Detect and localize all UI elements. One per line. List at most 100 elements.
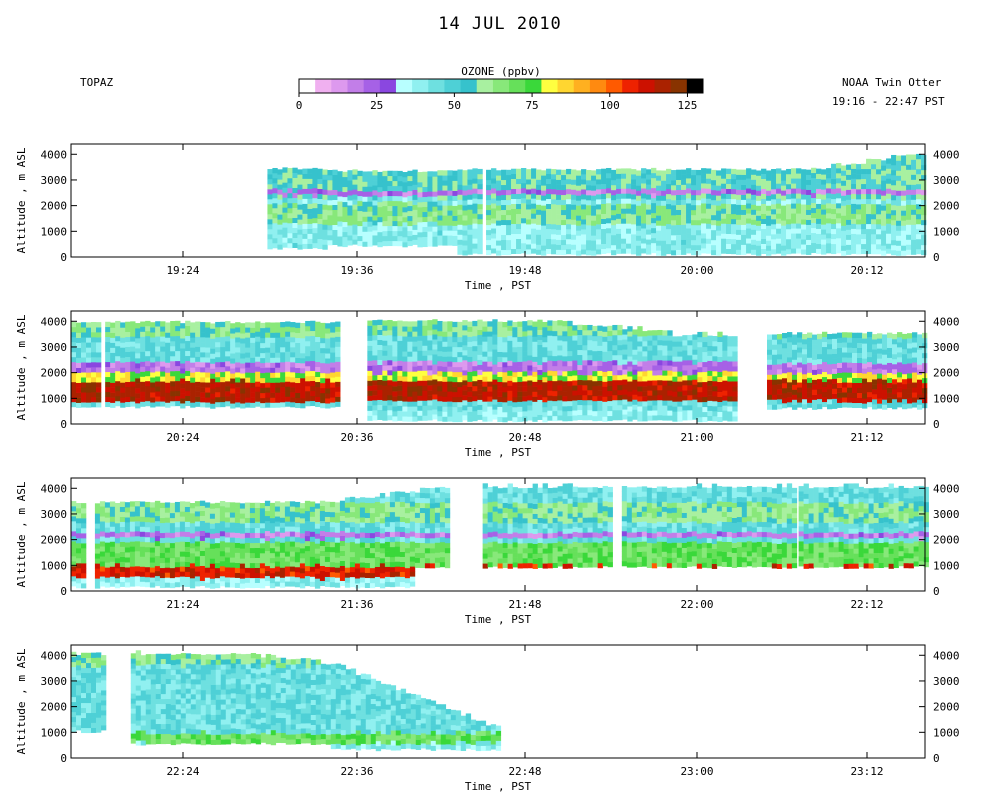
ozone-cell: [552, 396, 557, 401]
ozone-cell: [497, 362, 502, 367]
ozone-cell: [457, 417, 462, 422]
ozone-cell: [702, 357, 707, 362]
ozone-cell: [472, 168, 477, 173]
ozone-cell: [821, 224, 826, 229]
ozone-cell: [581, 249, 586, 254]
ozone-cell: [852, 358, 857, 363]
ozone-cell: [547, 390, 552, 395]
ozone-cell: [392, 331, 397, 336]
ozone-cell: [130, 341, 135, 346]
ozone-cell: [531, 183, 536, 188]
ozone-cell: [507, 376, 512, 381]
ozone-cell: [517, 347, 522, 352]
ozone-cell: [387, 320, 392, 325]
ozone-cell: [125, 352, 130, 357]
ozone-cell: [310, 396, 315, 401]
ozone-cell: [846, 240, 851, 245]
ozone-cell: [472, 188, 477, 193]
ozone-cell: [377, 227, 382, 232]
ozone-cell: [462, 205, 467, 210]
ozone-cell: [230, 333, 235, 338]
ozone-cell: [911, 240, 916, 245]
ozone-cell: [831, 214, 836, 219]
ozone-cell: [145, 321, 150, 326]
ozone-cell: [767, 354, 772, 359]
ozone-cell: [407, 326, 412, 331]
ozone-cell: [491, 228, 496, 233]
ozone-cell: [576, 245, 581, 250]
ozone-cell: [827, 344, 832, 349]
ozone-cell: [195, 352, 200, 357]
ozone-cell: [766, 235, 771, 240]
ozone-cell: [280, 337, 285, 342]
ozone-cell: [382, 216, 387, 221]
ozone-cell: [597, 336, 602, 341]
ozone-cell: [722, 365, 727, 370]
ozone-cell: [235, 397, 240, 402]
ozone-cell: [330, 322, 335, 327]
ozone-cell: [511, 189, 516, 194]
ozone-cell: [562, 321, 567, 326]
ozone-cell: [130, 371, 135, 376]
ozone-cell: [632, 364, 637, 369]
ozone-cell: [86, 337, 91, 342]
ozone-cell: [437, 235, 442, 240]
ozone-cell: [821, 174, 826, 179]
ozone-cell: [417, 390, 422, 395]
ozone-cell: [467, 382, 472, 387]
ozone-cell: [285, 376, 290, 381]
ozone-cell: [442, 180, 447, 185]
ozone-cell: [502, 387, 507, 392]
ozone-cell: [472, 193, 477, 198]
ozone-cell: [672, 371, 677, 376]
ozone-cell: [562, 416, 567, 421]
ozone-cell: [330, 357, 335, 362]
ozone-cell: [165, 362, 170, 367]
ozone-cell: [130, 396, 135, 401]
ozone-cell: [726, 204, 731, 209]
ozone-cell: [607, 411, 612, 416]
ozone-cell: [467, 327, 472, 332]
ozone-cell: [732, 341, 737, 346]
ozone-cell: [170, 401, 175, 406]
ozone-cell: [597, 366, 602, 371]
ozone-cell: [571, 199, 576, 204]
ozone-cell: [492, 344, 497, 349]
ozone-cell: [722, 335, 727, 340]
ozone-cell: [786, 209, 791, 214]
ozone-cell: [447, 205, 452, 210]
ozone-cell: [837, 333, 842, 338]
ozone-cell: [447, 411, 452, 416]
ozone-cell: [882, 389, 887, 394]
ozone-cell: [691, 230, 696, 235]
ozone-cell: [612, 390, 617, 395]
ozone-cell: [606, 228, 611, 233]
ozone-cell: [367, 241, 372, 246]
ozone-cell: [230, 393, 235, 398]
ozone-cell: [387, 191, 392, 196]
ozone-cell: [642, 406, 647, 411]
ozone-cell: [295, 358, 300, 363]
ozone-cell: [672, 341, 677, 346]
ozone-cell: [486, 230, 491, 235]
ozone-cell: [120, 402, 125, 407]
ozone-cell: [642, 331, 647, 336]
ozone-cell: [661, 215, 666, 220]
ozone-cell: [781, 245, 786, 250]
ozone-cell: [125, 397, 130, 402]
ozone-cell: [317, 179, 322, 184]
ozone-cell: [601, 184, 606, 189]
ozone-cell: [587, 380, 592, 385]
ozone-cell: [727, 381, 732, 386]
ozone-cell: [322, 169, 327, 174]
ozone-cell: [511, 239, 516, 244]
ozone-cell: [382, 405, 387, 410]
ozone-cell: [886, 183, 891, 188]
ozone-cell: [882, 359, 887, 364]
ozone-cell: [761, 214, 766, 219]
ozone-cell: [412, 220, 417, 225]
ozone-cell: [906, 240, 911, 245]
ozone-cell: [541, 170, 546, 175]
ozone-cell: [272, 233, 277, 238]
ozone-cell: [622, 394, 627, 399]
